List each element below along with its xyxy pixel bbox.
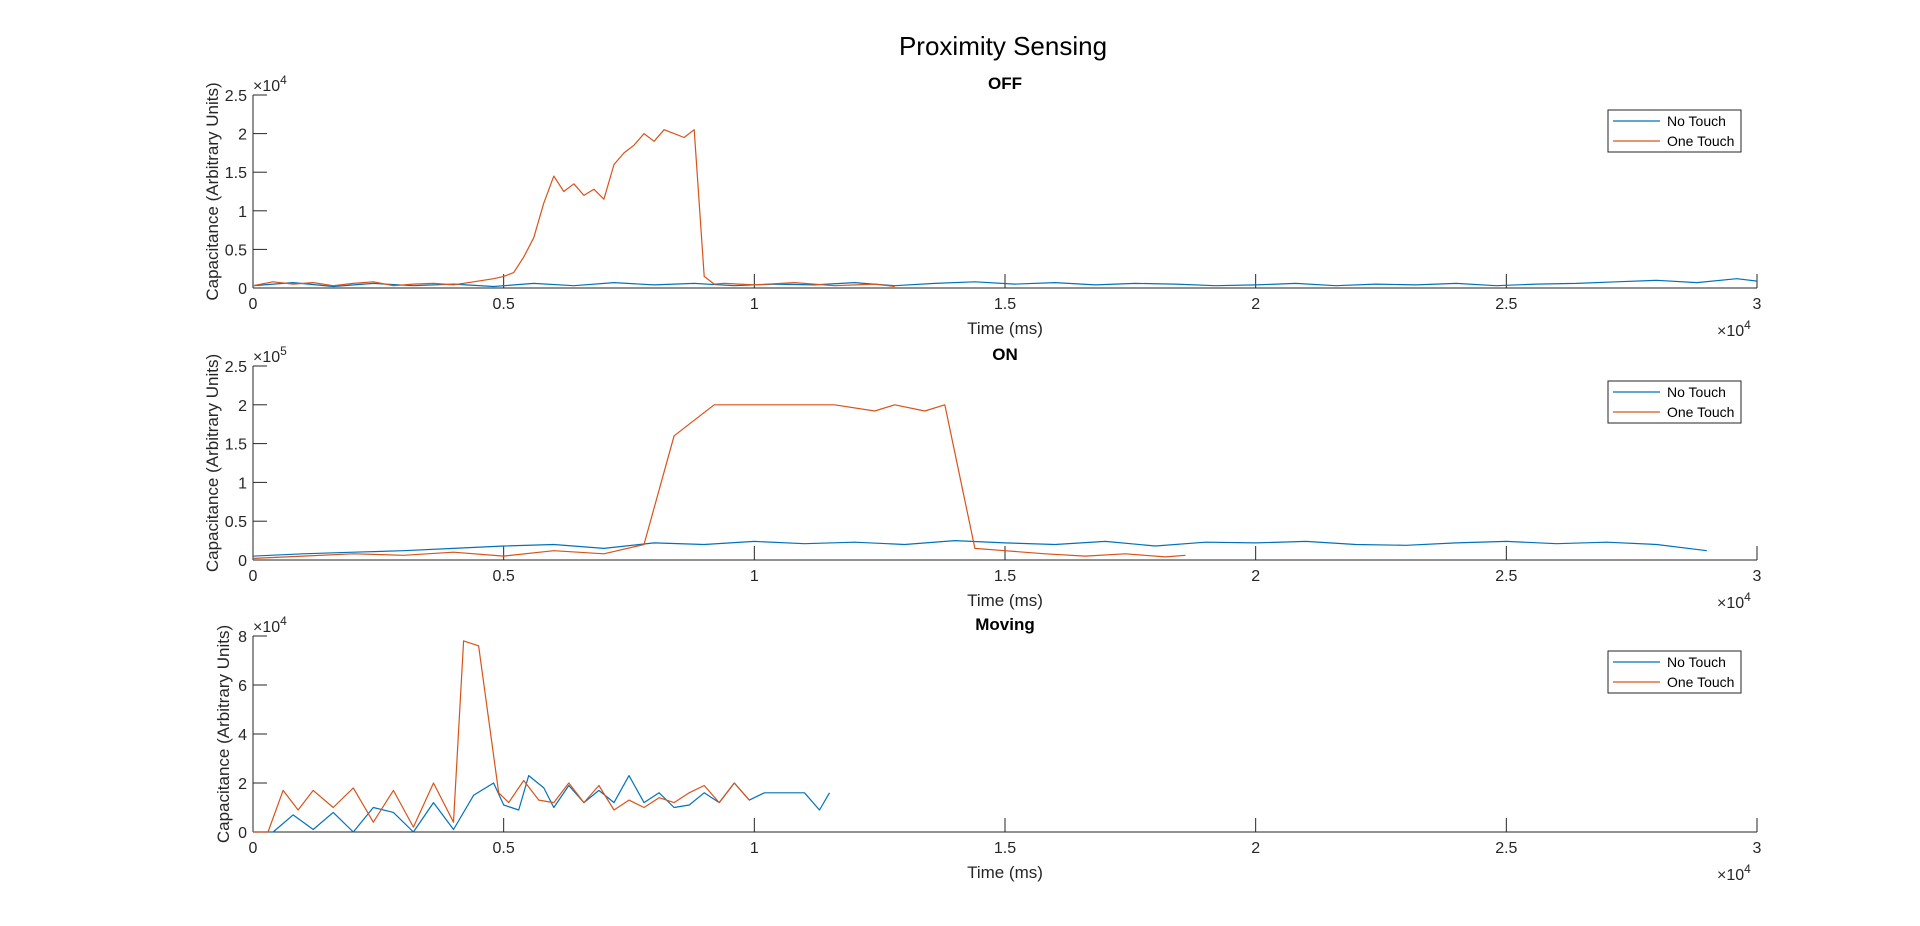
chart-1-x-tick-label: 2.5 [1495, 568, 1517, 585]
chart-2-y-tick-label: 6 [238, 678, 247, 695]
chart-2-y-tick-label: 2 [238, 776, 247, 793]
chart-2-x-tick-label: 3 [1753, 840, 1762, 857]
chart-2-x-tick-label: 1.5 [994, 840, 1016, 857]
chart-2-x-tick-label: 2.5 [1495, 840, 1517, 857]
subplot-off: OFF 0 0.5 1 1.5 2 2.5 3 0 0.5 1 1.5 2 2.5 ×104 ×104 Time… [203, 73, 1762, 340]
chart-2-x-tick-label: 2 [1251, 840, 1260, 857]
chart-2-legend-label: No Touch [1667, 654, 1726, 670]
chart-0-x-exponent: ×104 [1717, 318, 1751, 340]
chart-2-x-tick-label: 1 [750, 840, 759, 857]
chart-1-x-tick-label: 1.5 [994, 568, 1016, 585]
chart-0-x-tick-label: 1.5 [994, 296, 1016, 313]
chart-1-legend: No Touch One Touch [1607, 380, 1742, 424]
chart-1-y-tick-label: 1.5 [225, 437, 247, 454]
chart-0-x-tick-label: 0 [249, 296, 258, 313]
chart-2-series-one-touch-line [253, 640, 750, 833]
chart-2-legend-box [1607, 650, 1742, 694]
figure-title: Proximity Sensing [899, 31, 1107, 61]
chart-0-x-tick-label: 2.5 [1495, 296, 1517, 313]
chart-2-legend-label: One Touch [1667, 674, 1734, 690]
chart-1-y-label: Capacitance (Arbitrary Units) [203, 354, 222, 572]
chart-0-y-exponent: ×104 [253, 73, 287, 95]
chart-1-x-tick-label: 3 [1753, 568, 1762, 585]
chart-1-y-exponent: ×105 [253, 344, 287, 366]
chart-1-legend-box [1607, 380, 1742, 424]
chart-0-x-tick-label: 0.5 [493, 296, 515, 313]
chart-1-legend-label: One Touch [1667, 404, 1734, 420]
chart-0-legend-box [1607, 109, 1742, 153]
chart-0-legend-label: No Touch [1667, 113, 1726, 129]
chart-0-series-one-touch-line [252, 129, 895, 288]
chart-1-title: ON [992, 345, 1018, 364]
chart-1-x-tick-label: 1 [750, 568, 759, 585]
chart-2-y-exponent: ×104 [253, 614, 287, 636]
chart-0-x-label: Time (ms) [967, 319, 1043, 338]
chart-1-y-tick-label: 0.5 [225, 514, 247, 531]
chart-2-title: Moving [975, 615, 1035, 634]
chart-2-x-label: Time (ms) [967, 863, 1043, 882]
chart-0-y-tick-label: 0.5 [225, 242, 247, 259]
chart-1-y-tick-label: 0 [238, 553, 247, 570]
chart-0-legend-label: One Touch [1667, 133, 1734, 149]
chart-0-y-label: Capacitance (Arbitrary Units) [203, 82, 222, 300]
chart-1-x-label: Time (ms) [967, 591, 1043, 610]
chart-2-y-tick-label: 4 [238, 727, 247, 744]
chart-2-x-tick-label: 0.5 [493, 840, 515, 857]
chart-2-y-label: Capacitance (Arbitrary Units) [214, 625, 233, 843]
chart-2-y-tick-label: 8 [238, 629, 247, 646]
chart-1-y-tick-label: 2 [238, 398, 247, 415]
chart-0-x-tick-label: 1 [750, 296, 759, 313]
chart-1-x-exponent: ×104 [1717, 590, 1751, 612]
chart-0-series-no-touch-line [252, 278, 1758, 288]
chart-1-x-tick-label: 2 [1251, 568, 1260, 585]
chart-0-x-tick-label: 3 [1753, 296, 1762, 313]
chart-0-title: OFF [988, 74, 1022, 93]
chart-0-x-tick-label: 2 [1251, 296, 1260, 313]
chart-0-legend: No Touch One Touch [1607, 109, 1742, 153]
chart-1-y-tick-label: 2.5 [225, 359, 247, 376]
chart-0-y-tick-label: 0 [238, 281, 247, 298]
chart-0-y-tick-label: 2 [238, 127, 247, 144]
chart-0-y-tick-label: 2.5 [225, 88, 247, 105]
chart-1-y-tick-label: 1 [238, 475, 247, 492]
chart-1-x-tick-label: 0.5 [493, 568, 515, 585]
subplot-moving: Moving 0 0.5 1 1.5 2 2.5 3 0 2 4 6 8 ×104 ×104 Time (ms… [214, 614, 1762, 884]
chart-2-legend: No Touch One Touch [1607, 650, 1742, 694]
chart-2-x-tick-label: 0 [249, 840, 258, 857]
chart-1-legend-label: No Touch [1667, 384, 1726, 400]
chart-1-series-one-touch-line [252, 404, 1186, 559]
chart-0-y-tick-label: 1.5 [225, 165, 247, 182]
subplot-on: ON 0 0.5 1 1.5 2 2.5 3 0 0.5 1 1.5 2 2.5 ×105 ×104 Time … [203, 344, 1762, 612]
chart-0-y-tick-label: 1 [238, 204, 247, 221]
chart-2-y-tick-label: 0 [238, 825, 247, 842]
chart-1-x-tick-label: 0 [249, 568, 258, 585]
chart-2-x-exponent: ×104 [1717, 862, 1751, 884]
chart-1-series-no-touch-line [252, 539, 1707, 557]
